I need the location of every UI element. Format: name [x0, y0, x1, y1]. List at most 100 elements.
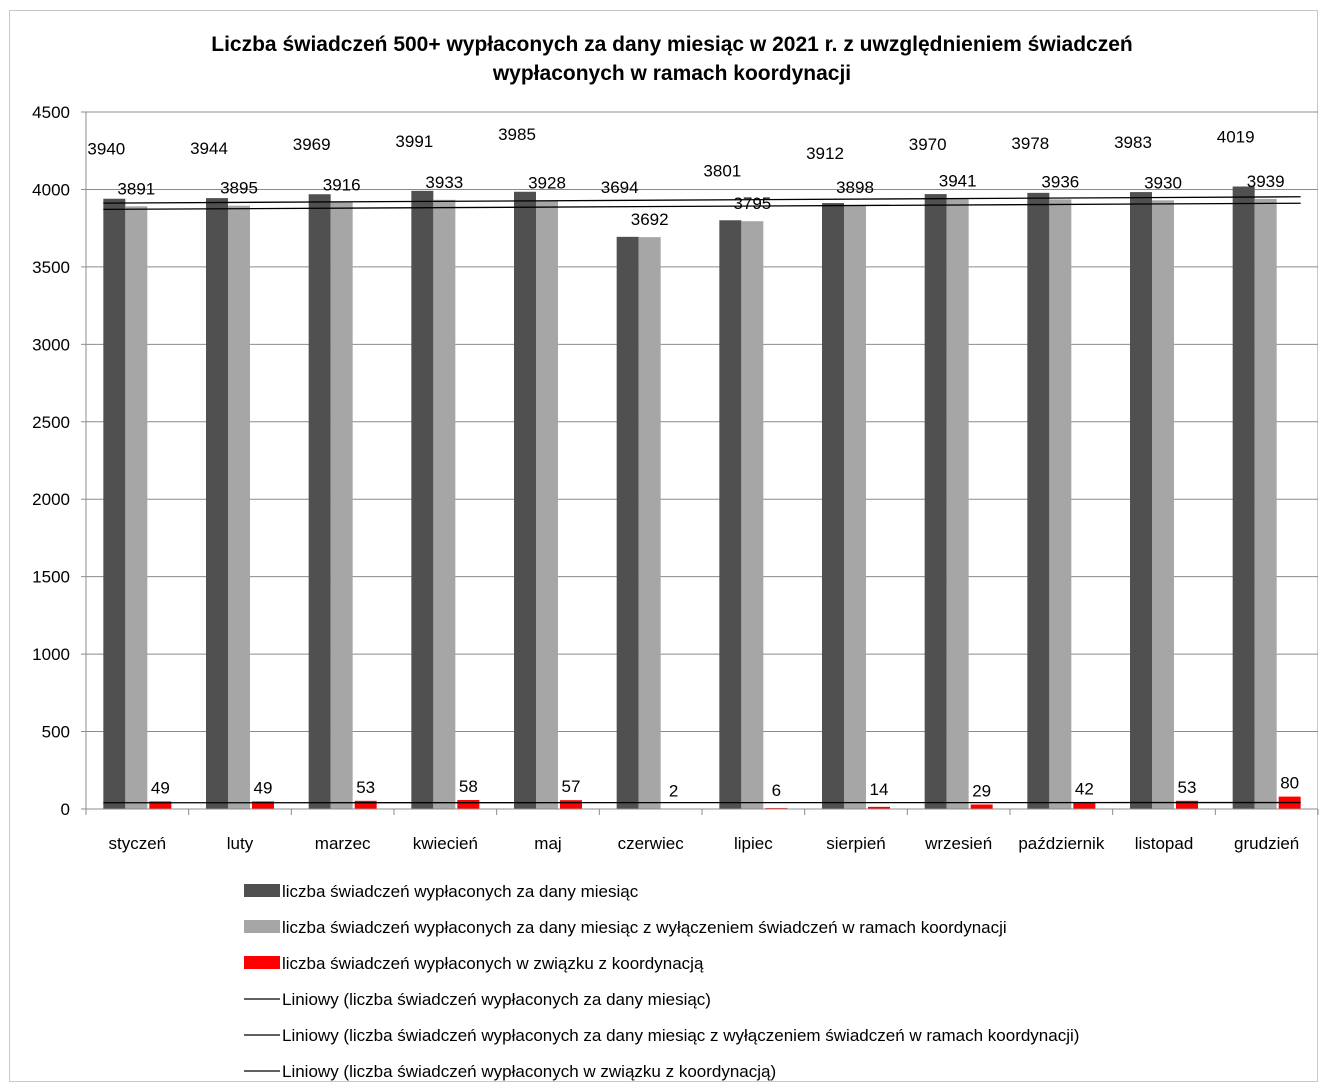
data-label-series3: 53: [1178, 778, 1197, 797]
x-tick-label: grudzień: [1234, 834, 1299, 853]
trendline-series1: [103, 196, 1301, 204]
bar-series3: [868, 806, 890, 809]
data-label-series1: 3970: [909, 135, 947, 154]
bar-series3: [970, 804, 993, 809]
data-label-series3: 53: [356, 778, 375, 797]
data-label-series2: 3898: [836, 178, 874, 197]
bar-series1: [1232, 186, 1255, 809]
bar-series2: [1049, 199, 1072, 810]
bar-series2: [946, 198, 969, 809]
legend-swatch-series2: [244, 920, 280, 933]
x-tick-label: lipiec: [734, 834, 773, 853]
bar-series2: [228, 205, 250, 810]
bar-series1: [411, 190, 434, 809]
y-tick-label: 4500: [32, 103, 70, 122]
bars: [103, 186, 1301, 810]
data-label-series3: 49: [254, 778, 273, 797]
bar-series3: [252, 801, 274, 809]
x-tick-label: sierpień: [826, 834, 886, 853]
bar-series2: [1254, 198, 1277, 809]
data-label-series3: 42: [1075, 779, 1094, 798]
data-label-series1: 3912: [806, 144, 844, 163]
data-label-series2: 3891: [117, 179, 155, 198]
data-label-series1: 3985: [498, 125, 536, 144]
legend: liczba świadczeń wypłaconych za dany mie…: [244, 882, 1079, 1081]
bar-series2: [638, 237, 661, 810]
data-label-series2: 3939: [1247, 172, 1285, 191]
data-label-series2: 3916: [323, 175, 361, 194]
y-tick-label: 2000: [32, 490, 70, 509]
x-tick-label: wrzesień: [924, 834, 992, 853]
bar-series3: [149, 801, 172, 809]
bar-series1: [206, 198, 228, 809]
bar-series1: [103, 198, 126, 809]
x-tick-label: marzec: [315, 834, 371, 853]
data-label-series1: 3969: [293, 135, 331, 154]
data-label-series1: 3983: [1114, 133, 1152, 152]
data-label-series1: 3944: [190, 139, 228, 158]
x-tick-label: czerwiec: [618, 834, 685, 853]
bar-series1: [308, 194, 331, 810]
x-tick-label: maj: [534, 834, 561, 853]
bar-series1: [1130, 192, 1152, 809]
bar-series1: [822, 203, 844, 810]
data-label-series1: 3991: [395, 132, 433, 151]
bar-series3: [1176, 800, 1198, 809]
data-label-series3: 49: [151, 778, 170, 797]
data-label-series3: 58: [459, 777, 478, 796]
data-label-series2: 3895: [220, 179, 258, 198]
data-label-series2: 3795: [733, 194, 771, 213]
bar-series2: [330, 202, 353, 810]
y-tick-label: 4000: [32, 180, 70, 199]
chart-title-line1: Liczba świadczeń 500+ wypłaconych za dan…: [211, 33, 1132, 56]
legend-label-trendline1: Liniowy (liczba świadczeń wypłaconych za…: [282, 990, 711, 1009]
legend-label-series1: liczba świadczeń wypłaconych za dany mie…: [282, 882, 639, 901]
y-axis-ticks: 0 500 1000 1500 2000 2500 3000 3500 4000 4500: [32, 103, 86, 819]
x-tick-label: luty: [227, 834, 254, 853]
legend-swatch-series3: [244, 956, 280, 969]
trendlines: [103, 196, 1301, 804]
legend-label-series2: liczba świadczeń wypłaconych za dany mie…: [282, 918, 1007, 937]
y-tick-label: 500: [42, 723, 70, 742]
data-label-series1: 3694: [601, 178, 639, 197]
data-label-series3: 57: [562, 777, 581, 796]
y-tick-label: 3500: [32, 258, 70, 277]
y-tick-label: 3000: [32, 335, 70, 354]
bar-series2: [1152, 200, 1174, 809]
data-label-series2: 3692: [631, 210, 669, 229]
data-label-series3: 2: [669, 782, 678, 801]
bar-series3: [1073, 802, 1096, 809]
data-label-series2: 3933: [425, 173, 463, 192]
legend-swatch-series1: [244, 884, 280, 897]
bar-series2: [844, 205, 866, 810]
bar-series1: [1027, 192, 1050, 810]
bar-series1: [514, 191, 536, 810]
bar-series2: [536, 200, 558, 810]
bar-series2: [741, 221, 764, 810]
legend-label-trendline3: Liniowy (liczba świadczeń wypłaconych w …: [282, 1062, 776, 1081]
bar-series2: [433, 199, 456, 809]
data-label-series2: 3936: [1041, 172, 1079, 191]
y-tick-label: 1500: [32, 568, 70, 587]
bar-series3: [560, 800, 582, 809]
data-label-series1: 3801: [703, 161, 741, 180]
data-label-series3: 6: [772, 781, 781, 800]
bar-series3: [457, 800, 480, 809]
bar-series1: [924, 194, 947, 809]
data-label-series3: 80: [1280, 774, 1299, 793]
data-label-series1: 3940: [87, 140, 125, 159]
trendline-series2: [103, 202, 1301, 211]
data-label-series1: 4019: [1217, 128, 1255, 147]
bar-series2: [125, 206, 148, 809]
data-labels: 3940 3891 49 3944 3895 49 3969 3916 53 3991 3933 58…: [87, 125, 1299, 801]
x-tick-label: listopad: [1135, 834, 1194, 853]
x-tick-label: październik: [1018, 834, 1104, 853]
y-tick-label: 0: [61, 800, 70, 819]
x-tick-label: kwiecień: [413, 834, 478, 853]
bar-series3: [354, 800, 377, 809]
bar-series1: [719, 220, 742, 809]
gridlines: [86, 111, 1318, 733]
bar-series1: [616, 236, 639, 809]
y-tick-label: 1000: [32, 645, 70, 664]
